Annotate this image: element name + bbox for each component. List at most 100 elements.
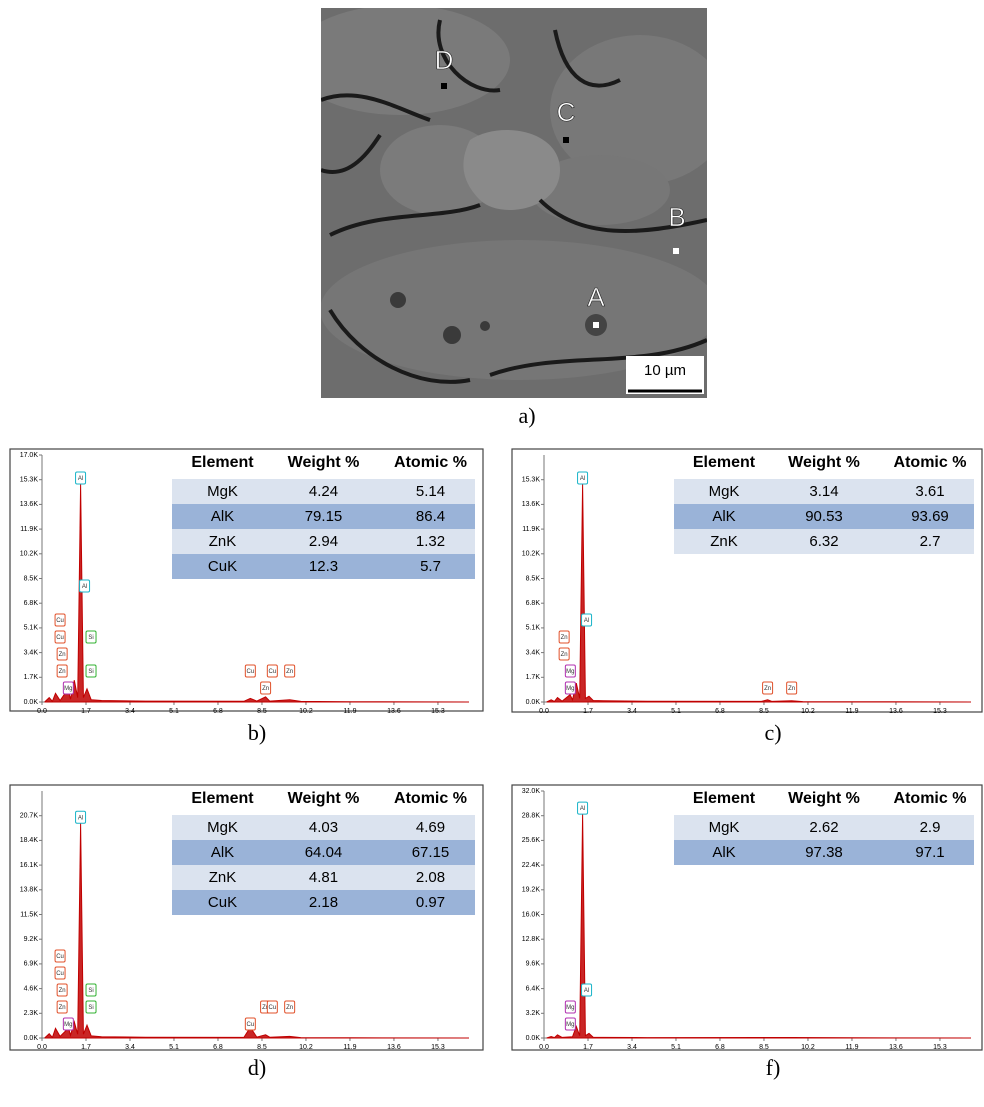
x-tick-label: 13.6: [387, 708, 401, 715]
result-table: ElementWeight %Atomic %MgK2.622.9AlK97.3…: [674, 790, 974, 865]
table-cell: 2.08: [416, 869, 445, 886]
y-tick-label: 32.0K: [522, 788, 541, 795]
spectrum-panel: 0.0K3.2K6.4K9.6K12.8K16.0K19.2K22.4K25.6…: [512, 785, 982, 1051]
table-cell: 2.94: [309, 533, 338, 550]
table-cell: ZnK: [209, 869, 237, 886]
y-tick-label: 13.6K: [522, 501, 541, 508]
table-cell: 1.32: [416, 533, 445, 550]
peak-label: Cu: [246, 1022, 254, 1028]
y-tick-label: 1.7K: [24, 674, 39, 681]
table-cell: CuK: [208, 894, 237, 911]
table-cell: AlK: [211, 508, 234, 525]
peak-label: Zn: [561, 652, 568, 658]
table-cell: 6.32: [809, 533, 838, 550]
scale-bar-label: 10 µm: [644, 362, 686, 379]
peak-label: Si: [88, 1005, 93, 1011]
y-tick-label: 6.8K: [526, 600, 541, 607]
table-cell: 2.7: [920, 533, 941, 550]
peak-label: Cu: [268, 1005, 276, 1011]
y-tick-label: 1.7K: [526, 674, 541, 681]
peak-label: Al: [584, 988, 589, 994]
peak-label: Si: [88, 988, 93, 994]
table-cell: MgK: [709, 483, 740, 500]
table-cell: AlK: [712, 508, 735, 525]
point-label: B: [668, 202, 685, 232]
peak-label: Cu: [56, 954, 64, 960]
spectrum-panel: 0.0K2.3K4.6K6.9K9.2K11.5K13.8K16.1K18.4K…: [10, 785, 483, 1051]
table-cell: 93.69: [911, 508, 949, 525]
x-tick-label: 8.5: [759, 708, 769, 715]
caption: c): [764, 720, 781, 745]
peak-label: Mg: [566, 1005, 574, 1011]
x-tick-label: 15.3: [933, 708, 947, 715]
x-tick-label: 11.9: [343, 708, 356, 715]
table-cell: 3.61: [915, 483, 944, 500]
table-cell: CuK: [208, 558, 237, 575]
peak-label: Mg: [64, 1022, 72, 1028]
peak-label: Cu: [56, 971, 64, 977]
y-tick-label: 0.0K: [24, 1035, 39, 1042]
caption: d): [248, 1055, 266, 1080]
y-tick-label: 19.2K: [522, 887, 541, 894]
table-cell: 5.7: [420, 558, 441, 575]
x-tick-label: 3.4: [125, 708, 135, 715]
y-tick-label: 16.0K: [522, 911, 541, 918]
peak-label: Mg: [566, 1022, 574, 1028]
x-tick-label: 3.4: [627, 708, 637, 715]
table-header: Weight %: [788, 790, 860, 807]
x-tick-label: 15.3: [431, 1044, 445, 1051]
x-tick-label: 6.8: [213, 708, 223, 715]
peak-label: Zn: [561, 635, 568, 641]
caption: b): [248, 720, 266, 745]
x-tick-label: 1.7: [583, 708, 593, 715]
point-label: A: [587, 282, 605, 312]
x-tick-label: 1.7: [81, 1044, 91, 1051]
table-cell: 97.1: [915, 844, 944, 861]
table-cell: MgK: [207, 483, 238, 500]
figure: D C B A 10 µm a) 0.0K1.7K3.4K5.1K6.8K8.5…: [0, 0, 984, 1107]
x-tick-label: 11.9: [845, 708, 858, 715]
table-cell: 2.62: [809, 819, 838, 836]
peak-label: Zn: [286, 669, 293, 675]
y-tick-label: 3.4K: [24, 649, 39, 656]
table-cell: 90.53: [805, 508, 843, 525]
x-tick-label: 6.8: [715, 708, 725, 715]
y-tick-label: 5.1K: [24, 625, 39, 632]
table-header: Weight %: [288, 454, 360, 471]
y-tick-label: 28.8K: [522, 813, 541, 820]
y-tick-label: 15.3K: [522, 477, 541, 484]
peak-label: Al: [580, 806, 585, 812]
y-tick-label: 11.9K: [522, 526, 540, 533]
peak-label: Mg: [566, 669, 574, 675]
x-tick-label: 1.7: [583, 1044, 593, 1051]
y-tick-label: 13.8K: [20, 887, 39, 894]
y-tick-label: 13.6K: [20, 501, 39, 508]
table-cell: 5.14: [416, 483, 445, 500]
peak-label: Zn: [262, 686, 269, 692]
table-header: Atomic %: [394, 790, 467, 807]
y-tick-label: 0.0K: [24, 699, 39, 706]
x-tick-label: 10.2: [801, 1044, 815, 1051]
x-tick-label: 15.3: [933, 1044, 947, 1051]
peak-label: Al: [82, 584, 87, 590]
x-tick-label: 0.0: [37, 1044, 47, 1051]
x-tick-label: 15.3: [431, 708, 445, 715]
y-tick-label: 15.3K: [20, 477, 39, 484]
peak-label: Al: [78, 476, 83, 482]
table-header: Weight %: [788, 454, 860, 471]
peak-label: Si: [88, 669, 93, 675]
x-tick-label: 8.5: [759, 1044, 769, 1051]
table-cell: ZnK: [209, 533, 237, 550]
table-cell: MgK: [207, 819, 238, 836]
peak-label: Cu: [246, 669, 254, 675]
y-tick-label: 18.4K: [20, 837, 39, 844]
table-cell: AlK: [712, 844, 735, 861]
x-tick-label: 5.1: [169, 1044, 179, 1051]
x-tick-label: 8.5: [257, 708, 267, 715]
x-tick-label: 5.1: [169, 708, 179, 715]
y-tick-label: 6.9K: [24, 961, 39, 968]
table-cell: 2.18: [309, 894, 338, 911]
y-tick-label: 4.6K: [24, 985, 39, 992]
sem-image: [290, 5, 730, 398]
peak-label: Al: [78, 815, 83, 821]
